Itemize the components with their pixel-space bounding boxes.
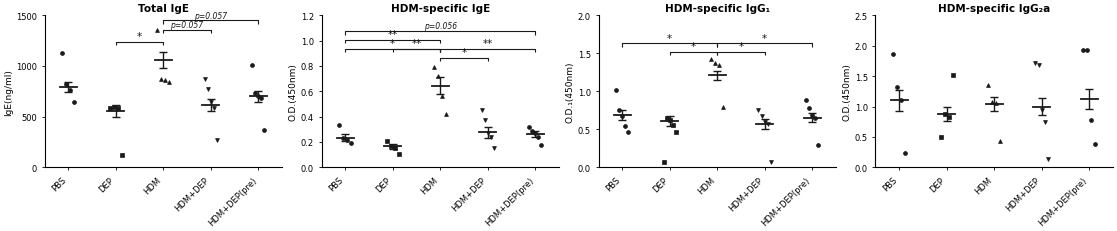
Text: p=0.057: p=0.057 (171, 21, 203, 30)
Text: **: ** (388, 30, 398, 40)
Text: **: ** (411, 39, 421, 49)
Text: *: * (461, 48, 467, 58)
Text: p=0.057: p=0.057 (194, 12, 227, 21)
Text: *: * (390, 39, 395, 49)
Text: p=0.056: p=0.056 (423, 22, 457, 31)
Y-axis label: O.D.₁(450nm): O.D.₁(450nm) (566, 61, 575, 122)
Title: Total IgE: Total IgE (137, 4, 189, 14)
Text: **: ** (483, 39, 493, 49)
Title: HDM-specific IgG₂a: HDM-specific IgG₂a (938, 4, 1050, 14)
Y-axis label: O.D.(450nm): O.D.(450nm) (843, 63, 852, 121)
Title: HDM-specific IgE: HDM-specific IgE (391, 4, 490, 14)
Y-axis label: IgE(ng/ml): IgE(ng/ml) (4, 69, 13, 115)
Text: *: * (762, 33, 767, 43)
Y-axis label: O.D.(450nm): O.D.(450nm) (289, 63, 298, 121)
Text: *: * (667, 33, 672, 43)
Text: *: * (738, 42, 744, 52)
Title: HDM-specific IgG₁: HDM-specific IgG₁ (665, 4, 770, 14)
Text: *: * (137, 32, 142, 42)
Text: *: * (691, 42, 696, 52)
